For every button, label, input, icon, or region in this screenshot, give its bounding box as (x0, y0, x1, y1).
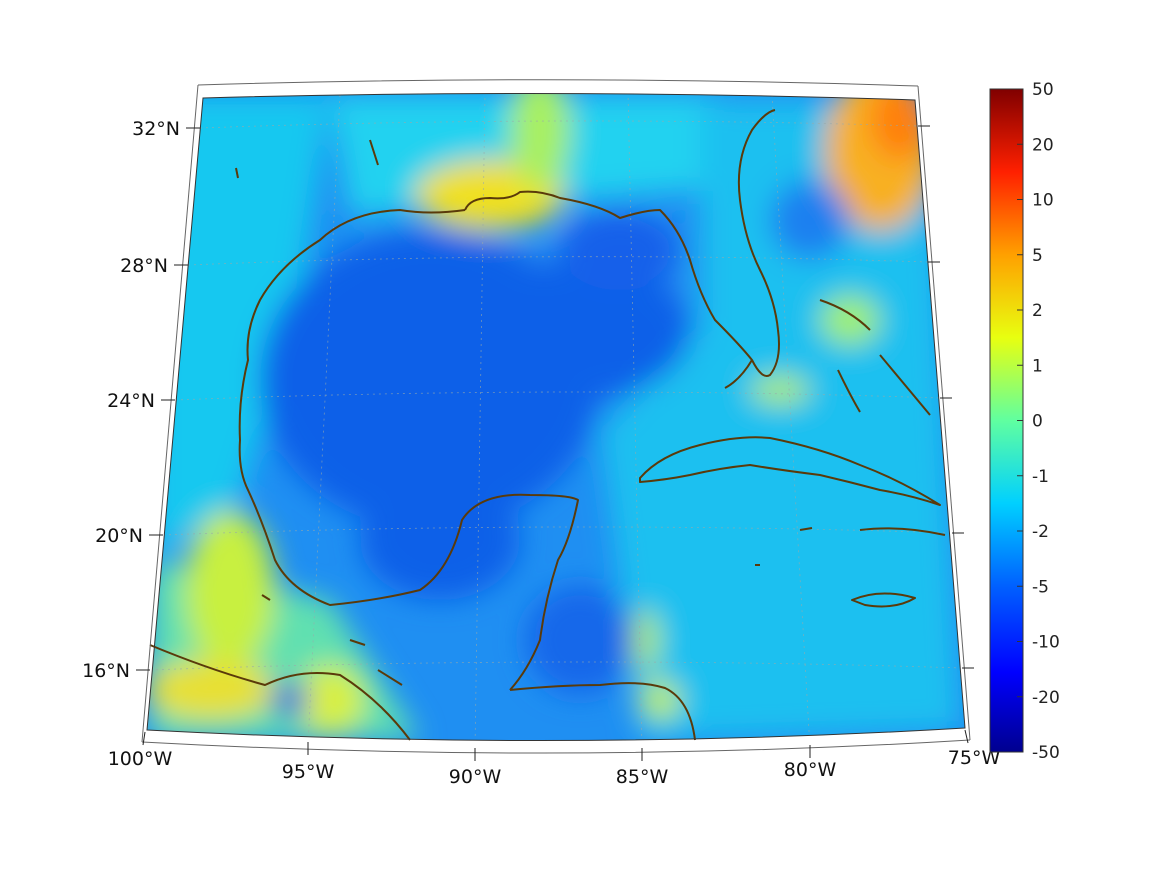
colorbar-tick-label: -20 (1032, 688, 1060, 708)
lon-label: 95°W (282, 761, 335, 783)
colorbar-tick-label: 0 (1032, 412, 1043, 432)
colorbar-tick-label: -10 (1032, 633, 1060, 653)
lat-label: 28°N (120, 255, 168, 277)
lat-labels: 32°N 28°N 24°N 20°N 16°N (82, 118, 180, 682)
lat-label: 20°N (95, 525, 143, 547)
colorbar-tick-label: 2 (1032, 301, 1043, 321)
lat-label: 16°N (82, 660, 130, 682)
colorbar-tick-label: 5 (1032, 246, 1043, 266)
lon-label: 100°W (108, 748, 173, 770)
lon-label: 90°W (449, 766, 502, 788)
lon-labels: 100°W 95°W 90°W 85°W 80°W 75°W (108, 747, 1001, 788)
data-field (147, 93, 965, 741)
colorbar-tick-label: -1 (1032, 467, 1049, 487)
coastlines (149, 109, 946, 741)
map-frame (141, 79, 971, 754)
tick-marks (136, 125, 974, 761)
lat-label: 32°N (132, 118, 180, 140)
colorbar-tick-label: 50 (1032, 80, 1054, 100)
colorbar-tick-label: -50 (1032, 743, 1060, 763)
lon-label: 75°W (948, 747, 1001, 769)
lon-label: 85°W (616, 766, 669, 788)
colorbar-tick-label: -5 (1032, 577, 1049, 597)
lat-label: 24°N (107, 390, 155, 412)
graticule (149, 93, 963, 741)
colorbar-tick-label: 10 (1032, 191, 1054, 211)
colorbar-tick-label: 20 (1032, 135, 1054, 155)
colorbar-tick-label: 1 (1032, 356, 1043, 376)
colorbar-tick-label: -2 (1032, 522, 1049, 542)
lon-label: 80°W (784, 759, 837, 781)
